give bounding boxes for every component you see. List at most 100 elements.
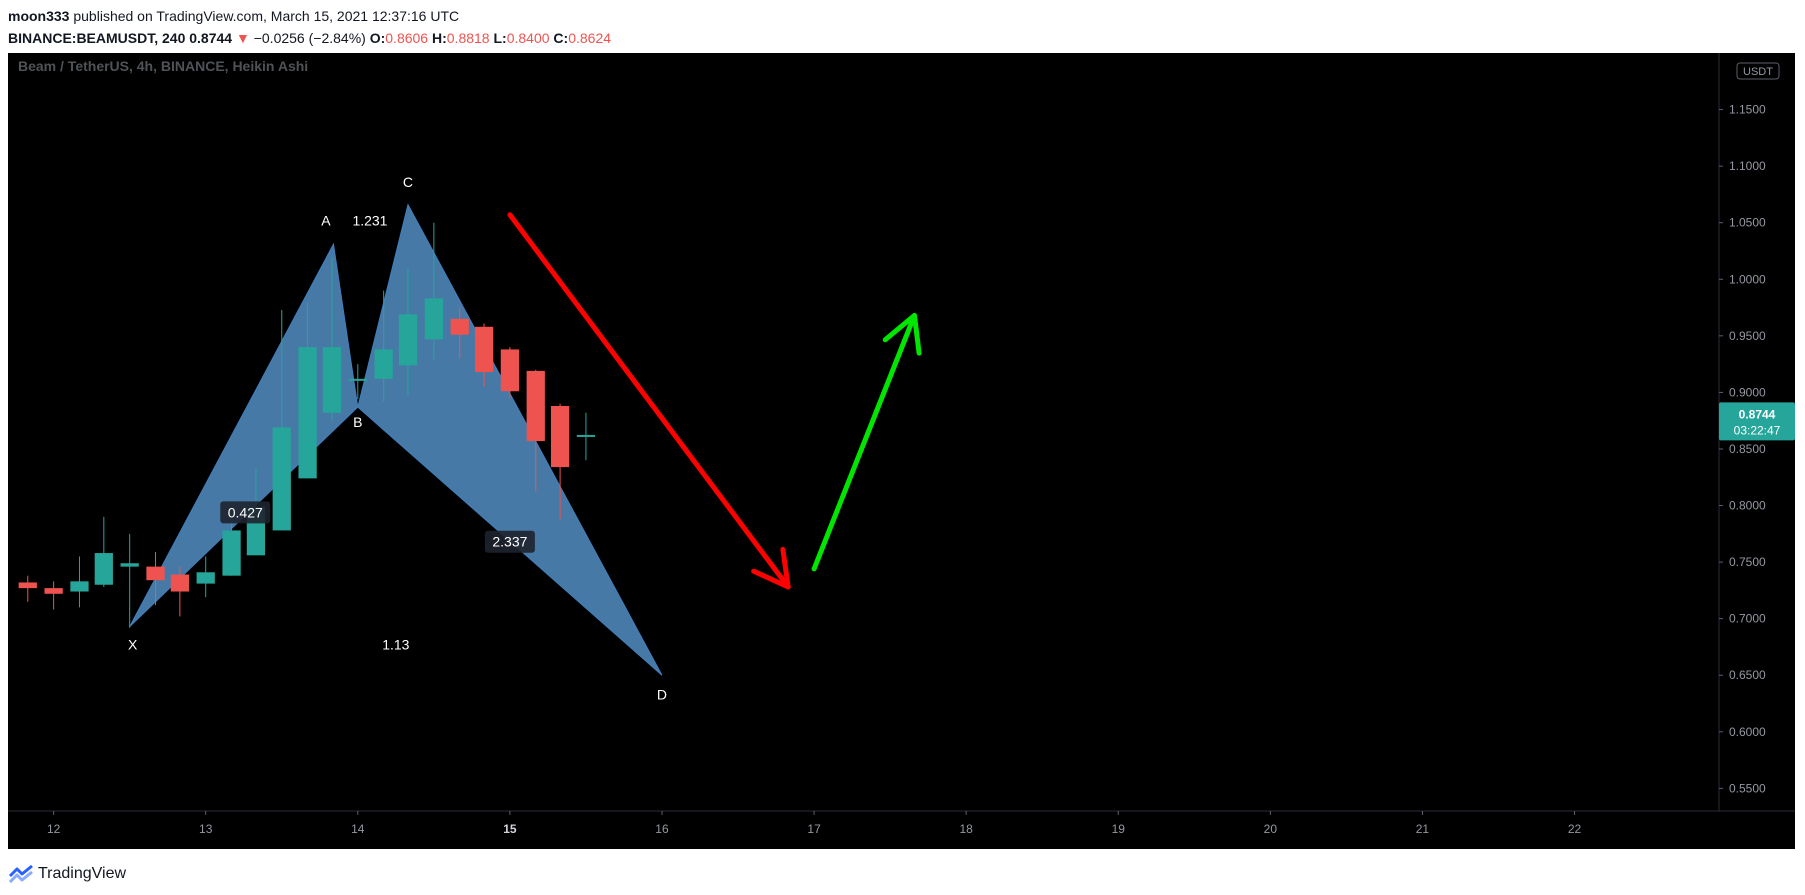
- candle: [500, 347, 520, 399]
- candle: [576, 412, 596, 461]
- x-tick-label: 12: [47, 822, 61, 836]
- x-tick-label: 16: [655, 822, 669, 836]
- pattern-point-label: X: [128, 637, 138, 653]
- pattern-point-label: D: [657, 686, 667, 702]
- candle-body: [550, 405, 570, 468]
- candle: [348, 364, 367, 400]
- publish-info: moon333 published on TradingView.com, Ma…: [8, 8, 459, 24]
- y-tick-label: 0.7500: [1729, 555, 1766, 569]
- x-tick-label: 22: [1568, 822, 1582, 836]
- pattern-ratio-label: 2.337: [492, 534, 527, 550]
- y-tick-label: 1.1000: [1729, 159, 1766, 173]
- down-triangle-icon: ▼: [235, 30, 250, 46]
- y-tick-label: 0.5500: [1729, 781, 1766, 795]
- y-tick-label: 0.9500: [1729, 329, 1766, 343]
- candle: [18, 575, 37, 602]
- price-tag-value: 0.8744: [1739, 407, 1776, 421]
- candle: [272, 309, 291, 531]
- y-tick-label: 0.6000: [1729, 725, 1766, 739]
- last-price-tag: 0.8744 03:22:47: [1719, 402, 1795, 441]
- trend-arrows[interactable]: [507, 212, 922, 590]
- x-tick-label: 18: [959, 822, 973, 836]
- candle-body: [424, 298, 443, 340]
- currency-badge[interactable]: USDT: [1736, 62, 1780, 80]
- candle-body: [398, 314, 418, 366]
- candle: [424, 222, 443, 360]
- tradingview-logo-icon[interactable]: [8, 865, 34, 883]
- candle: [474, 323, 494, 387]
- green-up-arrow[interactable]: [811, 312, 922, 572]
- publish-text: published on TradingView.com, March 15, …: [73, 8, 460, 24]
- price-axis[interactable]: 1.1500 1.1000 1.0500 1.0000 0.9500 0.9000 0.85…: [1718, 53, 1766, 811]
- arrow-shaft: [811, 312, 917, 572]
- pattern-ratio-label: 0.427: [228, 504, 263, 520]
- candle-body: [196, 572, 215, 584]
- pattern-labels: A C B X D 1.231 0.427 2.337 1.13: [128, 174, 667, 702]
- x-tick-label: 17: [807, 822, 821, 836]
- candle-body: [70, 581, 89, 592]
- pattern-ratio-label: 1.13: [382, 637, 409, 653]
- candle: [94, 516, 113, 587]
- symbol-info: BINANCE:BEAMUSDT, 240 0.8744 ▼ −0.0256 (…: [8, 30, 611, 46]
- currency-label: USDT: [1743, 66, 1773, 78]
- x-tick-label: 19: [1112, 822, 1126, 836]
- x-tick-label: 21: [1416, 822, 1430, 836]
- candle-body: [322, 347, 342, 413]
- y-tick-label: 0.9000: [1729, 385, 1766, 399]
- pattern-point-label: A: [321, 212, 331, 228]
- y-tick-label: 1.1500: [1729, 103, 1766, 117]
- x-tick-label: 15: [503, 822, 517, 836]
- candle-body: [450, 318, 469, 335]
- candle: [170, 566, 189, 617]
- candle: [146, 551, 165, 606]
- y-tick-label: 0.7000: [1729, 612, 1766, 626]
- candle: [120, 533, 139, 628]
- time-axis[interactable]: 12 13 14 15 16 17 18 19 20 21 22: [8, 810, 1795, 836]
- price-change: −0.0256 (−2.84%): [253, 30, 366, 46]
- candle: [526, 369, 545, 492]
- candle-body: [94, 553, 113, 585]
- pattern-ratio-label: 1.231: [352, 212, 387, 228]
- candle-body: [18, 582, 37, 589]
- candle: [398, 267, 418, 396]
- chart-area[interactable]: Beam / TetherUS, 4h, BINANCE, Heikin Ash…: [0, 52, 1805, 850]
- candle-body: [272, 427, 291, 531]
- candle-body: [374, 349, 393, 379]
- candle: [298, 301, 317, 479]
- red-down-arrow[interactable]: [507, 212, 791, 590]
- footer: TradingView: [8, 862, 126, 886]
- candle: [70, 556, 89, 608]
- price-tag-countdown: 03:22:47: [1734, 423, 1781, 437]
- x-tick-label: 20: [1264, 822, 1278, 836]
- low-label: L:: [493, 30, 507, 46]
- candle-body: [526, 370, 545, 442]
- arrow-head: [751, 546, 791, 590]
- candle: [550, 403, 570, 520]
- candle-body: [170, 574, 189, 592]
- brand-name[interactable]: TradingView: [38, 865, 127, 882]
- arrow-head: [882, 312, 922, 356]
- candle-body: [120, 563, 139, 567]
- arrow-shaft: [507, 212, 791, 590]
- high-value: 0.8818: [446, 30, 490, 46]
- open-value: 0.8606: [385, 30, 429, 46]
- candle: [44, 581, 63, 610]
- candle: [374, 290, 393, 402]
- candle-body: [146, 566, 165, 581]
- ratio-box: [220, 501, 271, 524]
- open-label: O:: [369, 30, 386, 46]
- x-tick-label: 13: [199, 822, 213, 836]
- candle-body: [44, 588, 63, 594]
- close-value: 0.8624: [568, 30, 612, 46]
- author-name[interactable]: moon333: [8, 8, 70, 24]
- candle: [450, 307, 469, 359]
- candle-body: [500, 349, 520, 392]
- symbol-label: BINANCE:BEAMUSDT, 240: [8, 30, 186, 46]
- close-label: C:: [553, 30, 569, 46]
- ratio-box: [484, 530, 535, 553]
- candle-body: [474, 326, 494, 373]
- y-tick-label: 1.0000: [1729, 272, 1766, 286]
- low-value: 0.8400: [506, 30, 550, 46]
- pattern-point-label: B: [353, 414, 362, 430]
- last-price: 0.8744: [189, 30, 233, 46]
